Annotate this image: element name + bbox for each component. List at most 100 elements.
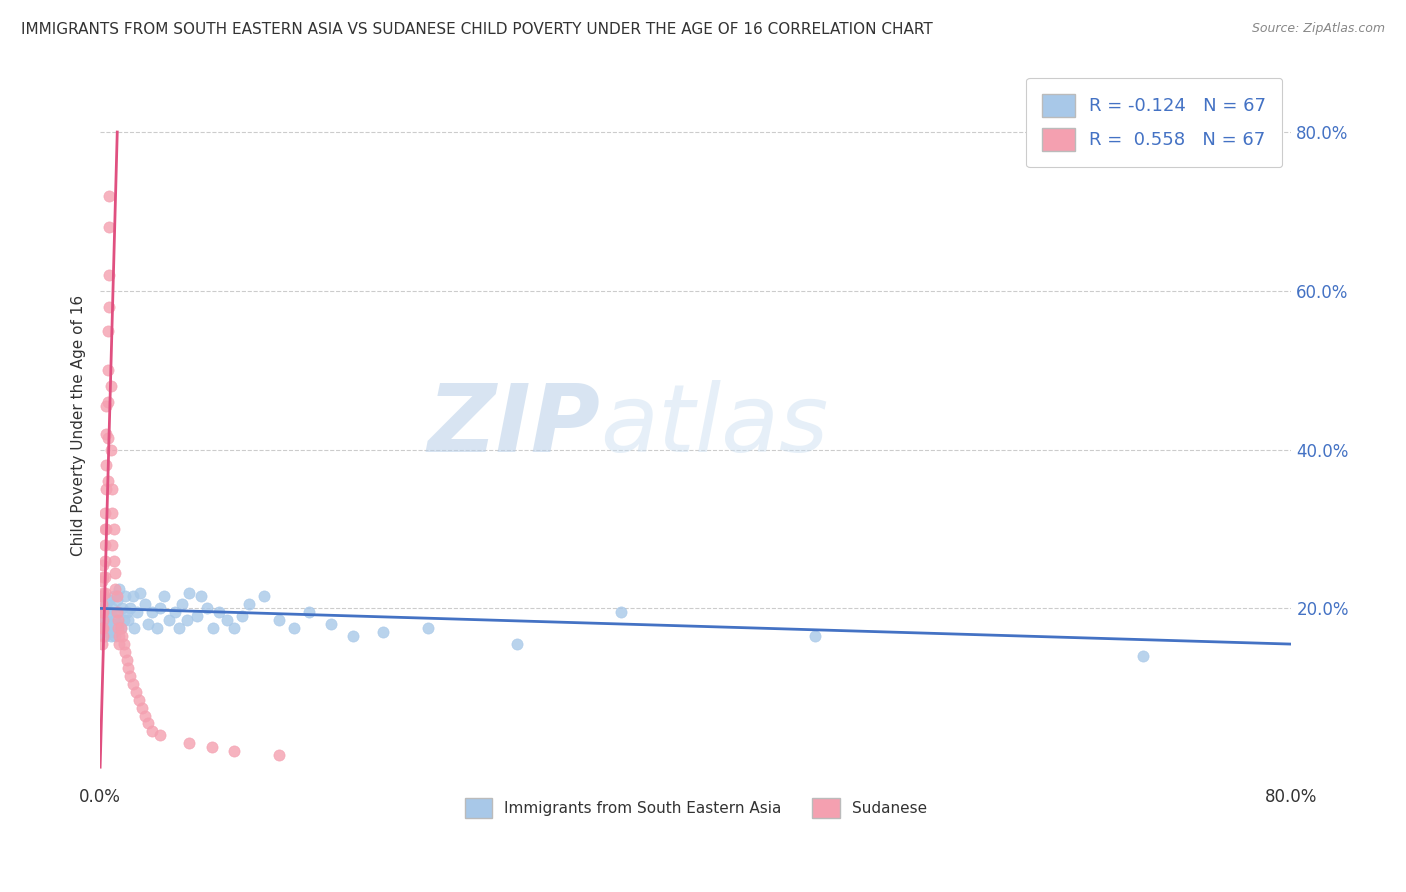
- Point: [101, 483, 124, 497]
- Point: [93, 629, 115, 643]
- Point: [506, 637, 529, 651]
- Point: [342, 629, 364, 643]
- Point: [105, 617, 128, 632]
- Point: [111, 601, 134, 615]
- Point: [90, 621, 112, 635]
- Point: [93, 613, 115, 627]
- Point: [114, 590, 136, 604]
- Point: [94, 483, 117, 497]
- Point: [157, 613, 180, 627]
- Point: [101, 538, 124, 552]
- Point: [91, 585, 114, 599]
- Point: [101, 506, 124, 520]
- Point: [91, 629, 114, 643]
- Point: [110, 621, 132, 635]
- Point: [97, 431, 120, 445]
- Point: [267, 613, 290, 627]
- Point: [215, 613, 238, 627]
- Point: [179, 585, 201, 599]
- Point: [131, 700, 153, 714]
- Point: [100, 379, 122, 393]
- Point: [97, 395, 120, 409]
- Point: [97, 625, 120, 640]
- Point: [103, 590, 125, 604]
- Point: [231, 609, 253, 624]
- Legend: Immigrants from South Eastern Asia, Sudanese: Immigrants from South Eastern Asia, Suda…: [457, 790, 935, 825]
- Point: [134, 708, 156, 723]
- Point: [145, 621, 167, 635]
- Point: [98, 300, 121, 314]
- Text: ZIP: ZIP: [427, 380, 600, 472]
- Point: [104, 629, 127, 643]
- Point: [90, 637, 112, 651]
- Point: [224, 744, 246, 758]
- Point: [104, 566, 127, 580]
- Point: [94, 426, 117, 441]
- Point: [103, 522, 125, 536]
- Point: [125, 684, 148, 698]
- Point: [108, 582, 131, 596]
- Text: atlas: atlas: [600, 380, 828, 471]
- Point: [118, 669, 141, 683]
- Point: [107, 613, 129, 627]
- Point: [97, 324, 120, 338]
- Point: [111, 629, 134, 643]
- Point: [107, 621, 129, 635]
- Point: [90, 590, 112, 604]
- Point: [101, 601, 124, 615]
- Text: IMMIGRANTS FROM SOUTH EASTERN ASIA VS SUDANESE CHILD POVERTY UNDER THE AGE OF 16: IMMIGRANTS FROM SOUTH EASTERN ASIA VS SU…: [21, 22, 932, 37]
- Point: [103, 625, 125, 640]
- Point: [90, 598, 112, 612]
- Point: [297, 605, 319, 619]
- Point: [129, 585, 152, 599]
- Point: [416, 621, 439, 635]
- Point: [208, 605, 231, 619]
- Point: [98, 621, 121, 635]
- Point: [128, 692, 150, 706]
- Point: [112, 637, 135, 651]
- Point: [253, 590, 276, 604]
- Point: [107, 605, 129, 619]
- Point: [97, 475, 120, 489]
- Point: [91, 605, 114, 619]
- Point: [104, 582, 127, 596]
- Point: [283, 621, 305, 635]
- Point: [195, 601, 218, 615]
- Point: [117, 613, 139, 627]
- Point: [122, 590, 145, 604]
- Point: [122, 677, 145, 691]
- Point: [319, 617, 342, 632]
- Point: [94, 617, 117, 632]
- Point: [115, 653, 138, 667]
- Point: [118, 601, 141, 615]
- Point: [98, 220, 121, 235]
- Point: [167, 621, 190, 635]
- Point: [94, 522, 117, 536]
- Point: [93, 522, 115, 536]
- Point: [90, 590, 112, 604]
- Point: [124, 621, 146, 635]
- Point: [202, 621, 225, 635]
- Point: [267, 748, 290, 763]
- Point: [153, 590, 176, 604]
- Point: [93, 585, 115, 599]
- Point: [91, 621, 114, 635]
- Point: [134, 598, 156, 612]
- Point: [93, 506, 115, 520]
- Point: [114, 645, 136, 659]
- Point: [101, 617, 124, 632]
- Point: [90, 605, 112, 619]
- Point: [238, 598, 260, 612]
- Point: [94, 399, 117, 413]
- Point: [127, 605, 149, 619]
- Point: [93, 538, 115, 552]
- Point: [98, 188, 121, 202]
- Point: [117, 661, 139, 675]
- Point: [93, 554, 115, 568]
- Point: [110, 621, 132, 635]
- Point: [94, 598, 117, 612]
- Point: [100, 605, 122, 619]
- Point: [103, 554, 125, 568]
- Y-axis label: Child Poverty Under the Age of 16: Child Poverty Under the Age of 16: [72, 295, 86, 557]
- Point: [105, 593, 128, 607]
